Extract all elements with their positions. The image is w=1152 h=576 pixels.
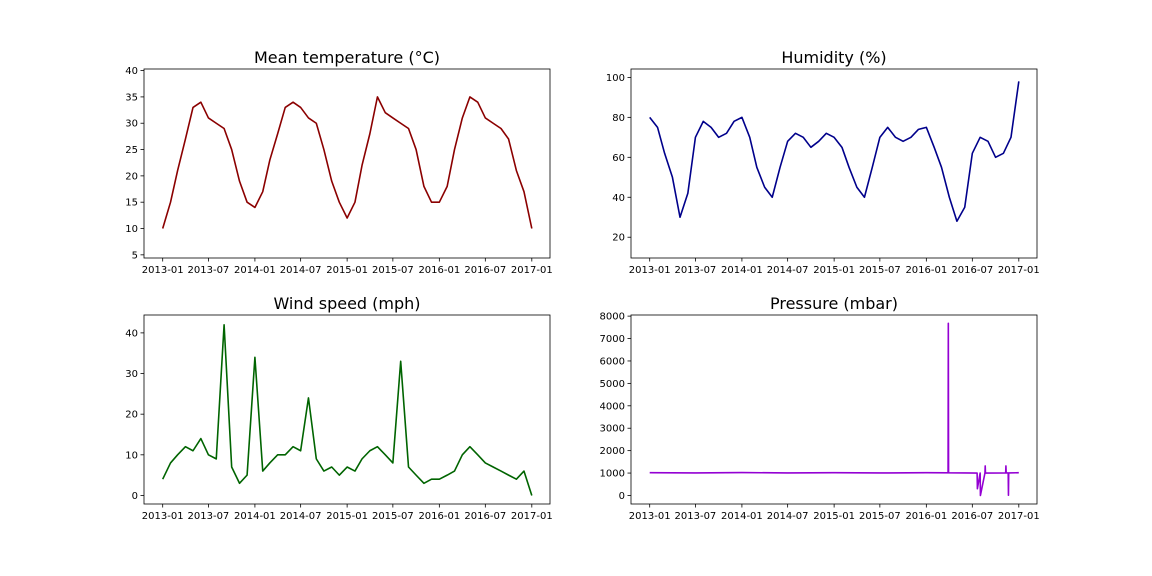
y-tick-label-pressure: 3000 (600, 424, 625, 435)
chart-title-temperature: Mean temperature (°C) (254, 48, 440, 67)
x-tick-label-wind-speed: 2015-01 (326, 511, 368, 522)
y-tick-label-wind-speed: 40 (125, 328, 138, 339)
y-tick-label-temperature: 40 (125, 66, 138, 77)
chart-title-wind-speed: Wind speed (mph) (273, 294, 420, 313)
y-tick-label-humidity: 20 (612, 233, 625, 244)
x-tick-label-wind-speed: 2016-01 (418, 511, 460, 522)
series-line-pressure (649, 322, 1019, 497)
x-tick-label-humidity: 2016-07 (951, 265, 993, 276)
y-tick-label-temperature: 10 (125, 224, 138, 235)
panel-temperature: Mean temperature (°C) 5 10 15 20 25 30 35 40 2013… (125, 48, 552, 276)
y-tick-label-pressure: 7000 (600, 334, 625, 345)
x-tick-label-pressure: 2013-01 (629, 511, 671, 522)
y-tick-label-pressure: 2000 (600, 446, 625, 457)
series-line-wind-speed (161, 323, 533, 496)
y-tick-label-humidity: 40 (612, 193, 625, 204)
x-tick-label-pressure: 2015-01 (813, 511, 855, 522)
y-tick-label-pressure: 4000 (600, 401, 625, 412)
x-tick-label-humidity: 2015-01 (813, 265, 855, 276)
x-tick-label-wind-speed: 2014-07 (280, 511, 322, 522)
x-tick-label-wind-speed: 2017-01 (511, 511, 553, 522)
x-tick-label-humidity: 2014-07 (767, 265, 809, 276)
x-tick-label-pressure: 2014-01 (721, 511, 763, 522)
x-tick-label-humidity: 2013-07 (675, 265, 717, 276)
x-tick-label-temperature: 2015-07 (372, 265, 414, 276)
x-tick-label-wind-speed: 2013-07 (188, 511, 230, 522)
x-tick-label-temperature: 2014-07 (280, 265, 322, 276)
x-tick-label-wind-speed: 2014-01 (234, 511, 276, 522)
x-tick-label-temperature: 2013-01 (142, 265, 184, 276)
x-tick-label-pressure: 2015-07 (859, 511, 901, 522)
panel-pressure: Pressure (mbar) 0 1000 2000 3000 4000 5000 6000… (600, 294, 1040, 522)
series-line-temperature (161, 96, 533, 229)
x-tick-label-wind-speed: 2015-07 (372, 511, 414, 522)
y-tick-label-humidity: 80 (612, 113, 625, 124)
x-tick-label-wind-speed: 2013-01 (142, 511, 184, 522)
y-tick-label-wind-speed: 30 (125, 369, 138, 380)
x-tick-label-humidity: 2017-01 (998, 265, 1040, 276)
x-tick-label-humidity: 2016-01 (905, 265, 947, 276)
y-tick-label-wind-speed: 0 (132, 491, 138, 502)
y-tick-label-pressure: 1000 (600, 469, 625, 480)
panel-wind-speed: Wind speed (mph) 0 10 20 30 40 2013-01 2013-07 2… (125, 294, 552, 522)
x-tick-label-temperature: 2017-01 (511, 265, 553, 276)
x-tick-label-temperature: 2015-01 (326, 265, 368, 276)
y-tick-label-pressure: 8000 (600, 312, 625, 323)
x-tick-label-humidity: 2013-01 (629, 265, 671, 276)
chart-title-humidity: Humidity (%) (781, 48, 886, 67)
x-tick-label-humidity: 2015-07 (859, 265, 901, 276)
x-tick-label-pressure: 2016-01 (905, 511, 947, 522)
x-tick-label-wind-speed: 2016-07 (464, 511, 506, 522)
x-tick-label-temperature: 2013-07 (188, 265, 230, 276)
y-tick-label-pressure: 0 (619, 491, 625, 502)
x-tick-label-humidity: 2014-01 (721, 265, 763, 276)
y-tick-label-temperature: 5 (132, 250, 138, 261)
y-tick-label-pressure: 6000 (600, 356, 625, 367)
y-tick-label-wind-speed: 20 (125, 410, 138, 421)
x-tick-label-temperature: 2014-01 (234, 265, 276, 276)
y-tick-label-temperature: 30 (125, 119, 138, 130)
x-tick-label-pressure: 2016-07 (951, 511, 993, 522)
panel-humidity: Humidity (%) 20 40 60 80 100 2013-01 2013-07 201… (606, 48, 1040, 276)
y-tick-label-temperature: 20 (125, 171, 138, 182)
x-tick-label-pressure: 2013-07 (675, 511, 717, 522)
x-tick-label-temperature: 2016-01 (418, 265, 460, 276)
x-tick-label-pressure: 2017-01 (998, 511, 1040, 522)
series-line-humidity (649, 81, 1020, 223)
y-tick-label-temperature: 15 (125, 198, 138, 209)
x-tick-label-pressure: 2014-07 (767, 511, 809, 522)
y-tick-label-temperature: 35 (125, 92, 138, 103)
y-tick-label-pressure: 5000 (600, 379, 625, 390)
chart-title-pressure: Pressure (mbar) (770, 294, 898, 313)
y-tick-label-humidity: 100 (606, 73, 625, 84)
y-tick-label-temperature: 25 (125, 145, 138, 156)
y-tick-label-wind-speed: 10 (125, 450, 138, 461)
x-tick-label-temperature: 2016-07 (464, 265, 506, 276)
y-tick-label-humidity: 60 (612, 153, 625, 164)
